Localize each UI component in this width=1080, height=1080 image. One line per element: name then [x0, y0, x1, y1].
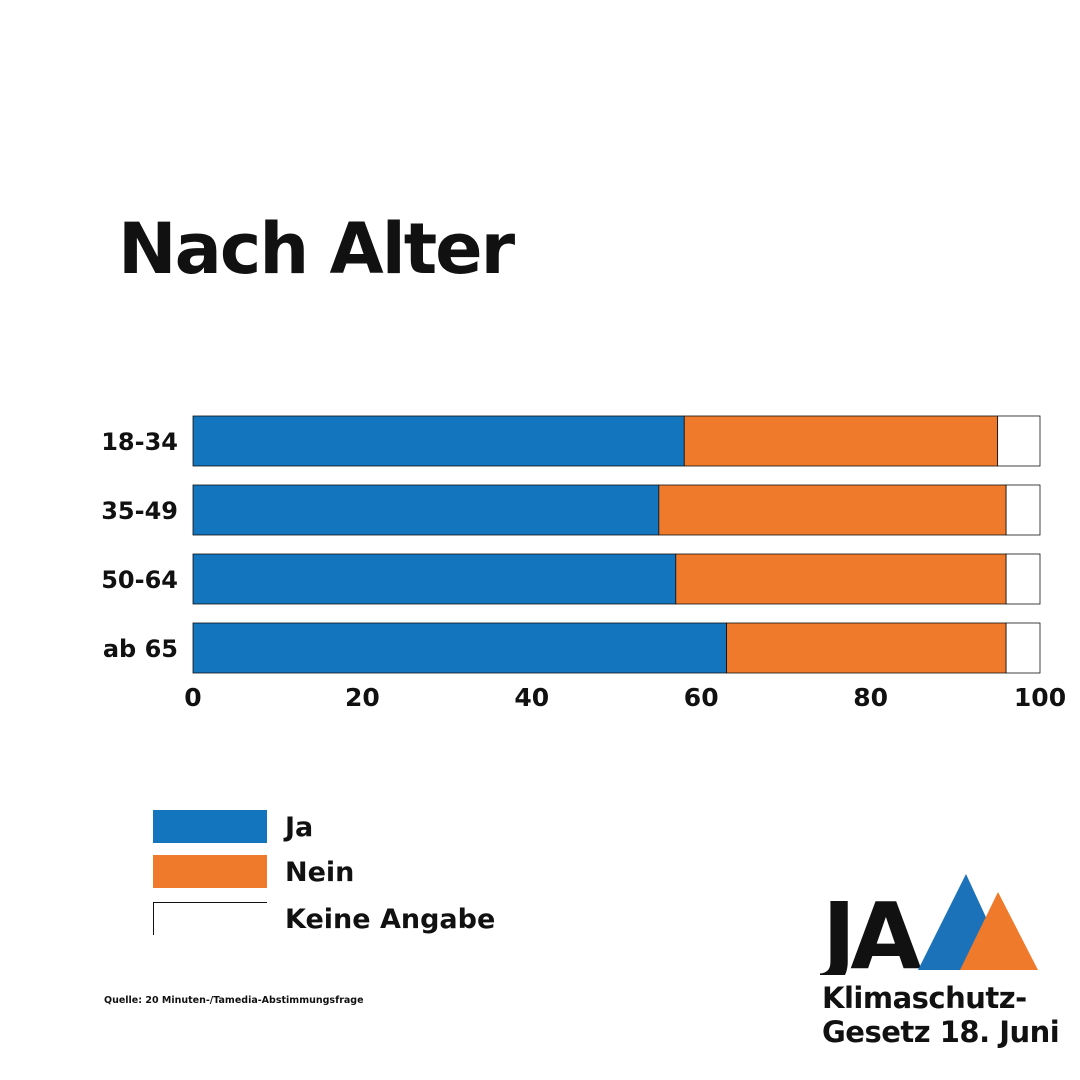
x-axis-ticks: 0 20 40 60 80 100 [184, 683, 1066, 712]
bar-18-34-ja [192, 415, 685, 467]
legend-label-keine-angabe: Keine Angabe [285, 904, 496, 935]
legend-item-ja: Ja [153, 810, 553, 844]
category-label: ab 65 [103, 635, 178, 663]
logo-orange-triangle [960, 892, 1038, 970]
x-tick-label: 60 [684, 683, 719, 712]
page-title: Nach Alter [118, 208, 515, 290]
category-label: 50-64 [101, 566, 178, 594]
x-tick-label: 80 [853, 683, 888, 712]
category-labels: 18-34 35-49 50-64 ab 65 [101, 428, 178, 663]
bars-group [192, 415, 1041, 674]
bar-50-64-keine-angabe [1005, 553, 1041, 605]
logo-word: JA [820, 883, 921, 975]
logo-line-2: Gesetz 18. Juni [822, 1015, 1060, 1049]
legend-label-ja: Ja [285, 812, 314, 843]
bar-ab-65-nein [726, 622, 1007, 674]
bar-50-64-ja [192, 553, 677, 605]
bar-ab-65-keine-angabe [1005, 622, 1041, 674]
x-tick-label: 20 [345, 683, 380, 712]
legend-item-keine-angabe: Keine Angabe [153, 902, 553, 936]
campaign-logo: JA Klimaschutz- Gesetz 18. Juni [820, 870, 1060, 1050]
legend-label-nein: Nein [285, 857, 355, 888]
x-tick-label: 0 [184, 683, 201, 712]
bar-35-49-nein [658, 484, 1007, 536]
category-label: 35-49 [101, 497, 178, 525]
logo-line-1: Klimaschutz- [822, 981, 1027, 1015]
x-tick-label: 100 [1014, 683, 1066, 712]
legend-swatch-ja [153, 810, 267, 843]
bar-50-64-nein [675, 553, 1007, 605]
bar-35-49-ja [192, 484, 660, 536]
bar-18-34-keine-angabe [997, 415, 1041, 467]
legend-item-nein: Nein [153, 855, 553, 889]
bar-18-34-nein [683, 415, 999, 467]
ja-mountain-logo-icon: JA [820, 874, 1038, 975]
x-tick-label: 40 [514, 683, 549, 712]
source-note: Quelle: 20 Minuten-/Tamedia-Abstimmungsf… [104, 995, 364, 1006]
bar-chart: 18-34 35-49 50-64 ab 65 0 20 40 60 80 100 [101, 415, 1066, 712]
category-label: 18-34 [101, 428, 178, 456]
legend-swatch-nein [153, 855, 267, 888]
bar-35-49-keine-angabe [1005, 484, 1041, 536]
bar-ab-65-ja [192, 622, 728, 674]
legend-swatch-keine-angabe [153, 902, 267, 935]
